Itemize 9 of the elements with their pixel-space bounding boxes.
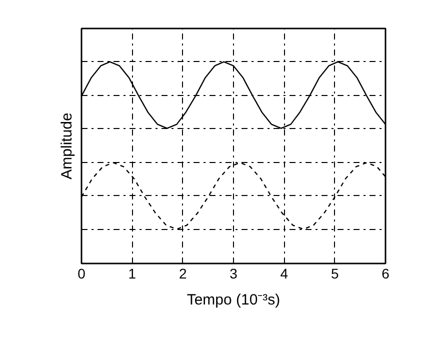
x-tick-label: 0 [78, 266, 86, 282]
x-axis-title: Tempo (10⁻³s) [186, 292, 280, 308]
x-tick-label: 3 [230, 266, 238, 282]
x-tick-label: 5 [330, 266, 339, 282]
x-tick-label: 4 [280, 266, 288, 282]
y-axis-title: Amplitude [58, 112, 76, 180]
x-tick-label: 6 [382, 266, 390, 282]
x-tick-label: 2 [178, 266, 187, 282]
x-tick-label: 1 [128, 266, 136, 282]
